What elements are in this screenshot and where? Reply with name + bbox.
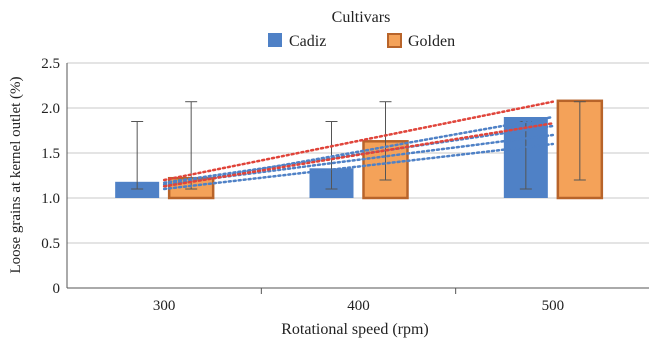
trendline-cadiz (162, 142, 555, 191)
legend-title: Cultivars (332, 9, 391, 26)
legend-swatch-golden (387, 33, 402, 48)
x-tick-label: 300 (153, 298, 176, 314)
trendline-golden (162, 122, 555, 188)
legend-label-cadiz: Cadiz (289, 33, 326, 50)
y-tick-label: 0 (53, 281, 61, 297)
legend-label-golden: Golden (408, 33, 455, 50)
x-tick-label: 500 (542, 298, 565, 314)
y-axis-label: Loose grains at kernel outlet (%) (8, 76, 24, 273)
x-tick-label: 400 (347, 298, 370, 314)
trendline-golden (162, 100, 555, 182)
legend: Cadiz Golden (268, 33, 455, 50)
y-tick-label: 2.5 (41, 56, 60, 72)
y-tick-label: 1.0 (41, 191, 60, 207)
x-axis-label: Rotational speed (rpm) (281, 321, 429, 338)
y-tick-label: 1.5 (41, 146, 60, 162)
y-tick-label: 0.5 (41, 236, 60, 252)
legend-swatch-cadiz (268, 33, 282, 47)
bar-cadiz (115, 181, 160, 198)
y-tick-label: 2.0 (41, 101, 60, 117)
